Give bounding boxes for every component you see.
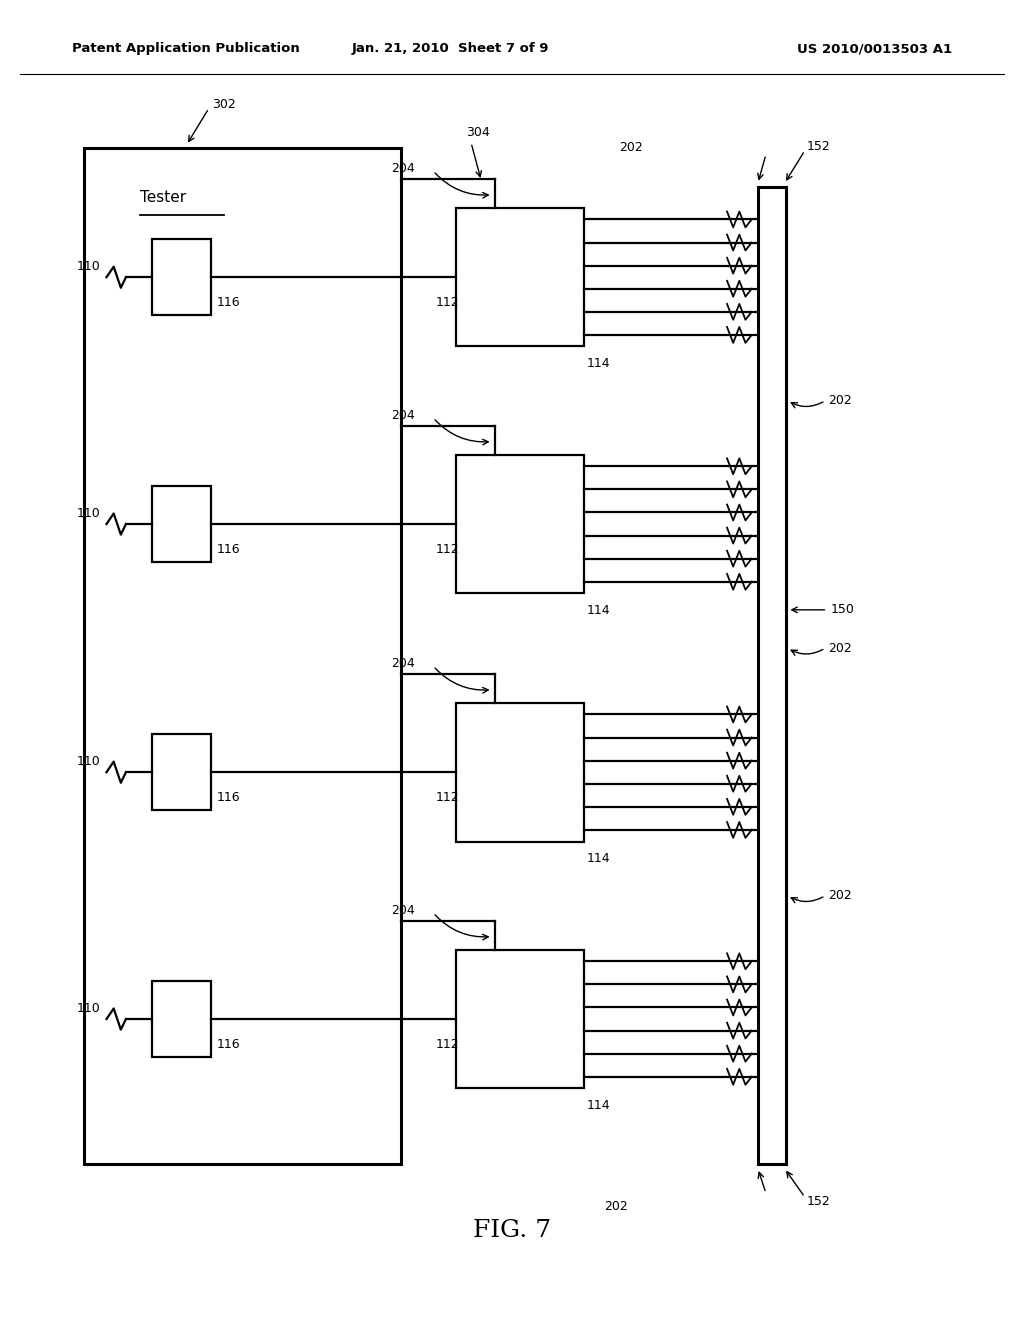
Text: 204: 204	[391, 904, 415, 916]
Bar	[456, 704, 584, 842]
Text: 204: 204	[391, 409, 415, 421]
Bar	[456, 454, 584, 594]
Bar	[456, 950, 584, 1088]
Text: 116: 116	[217, 1038, 241, 1051]
Text: 152: 152	[807, 140, 830, 153]
Text: 114: 114	[587, 605, 610, 616]
Text: 114: 114	[587, 356, 610, 370]
Text: 202: 202	[620, 141, 643, 154]
Text: 116: 116	[217, 543, 241, 556]
Text: 202: 202	[828, 890, 852, 902]
Text: 112: 112	[435, 543, 460, 556]
Text: 152: 152	[807, 1195, 830, 1208]
Text: 202: 202	[828, 395, 852, 407]
Text: 110: 110	[77, 1002, 100, 1015]
Text: 204: 204	[391, 162, 415, 174]
Text: 302: 302	[212, 98, 236, 111]
Text: 116: 116	[217, 296, 241, 309]
Text: 110: 110	[77, 755, 100, 768]
Text: 114: 114	[587, 1098, 610, 1111]
Bar	[84, 148, 401, 1164]
Text: 204: 204	[391, 657, 415, 669]
Text: 202: 202	[604, 1200, 628, 1213]
Text: Jan. 21, 2010  Sheet 7 of 9: Jan. 21, 2010 Sheet 7 of 9	[352, 42, 549, 55]
Text: 304: 304	[466, 125, 489, 139]
Text: 112: 112	[435, 1038, 460, 1051]
Bar	[456, 207, 584, 346]
Text: 112: 112	[435, 791, 460, 804]
Text: 114: 114	[587, 853, 610, 865]
Text: Tester: Tester	[140, 190, 186, 206]
Text: US 2010/0013503 A1: US 2010/0013503 A1	[798, 42, 952, 55]
Bar	[758, 187, 786, 1164]
Text: 110: 110	[77, 260, 100, 273]
Text: 150: 150	[830, 603, 854, 616]
Text: 202: 202	[828, 642, 852, 655]
Text: 116: 116	[217, 791, 241, 804]
Text: FIG. 7: FIG. 7	[473, 1218, 551, 1242]
Bar	[152, 486, 211, 562]
Text: Patent Application Publication: Patent Application Publication	[72, 42, 299, 55]
Bar	[152, 734, 211, 810]
Text: 112: 112	[435, 296, 460, 309]
Text: 110: 110	[77, 507, 100, 520]
Bar	[152, 981, 211, 1057]
Bar	[152, 239, 211, 315]
